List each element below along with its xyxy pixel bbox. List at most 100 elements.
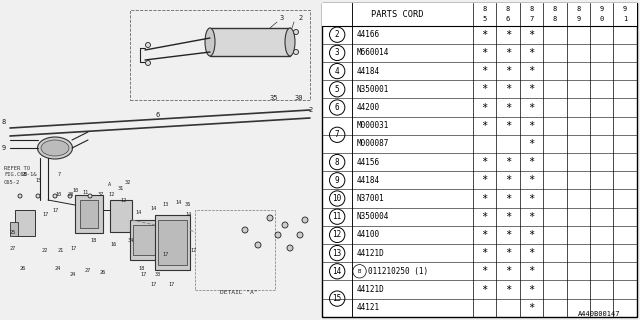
Text: 14: 14 xyxy=(333,267,342,276)
Text: M000087: M000087 xyxy=(356,140,388,148)
Text: *: * xyxy=(481,194,488,204)
Text: 5: 5 xyxy=(483,16,487,22)
Text: 17: 17 xyxy=(150,283,156,287)
Circle shape xyxy=(330,245,345,261)
Circle shape xyxy=(330,27,345,42)
Circle shape xyxy=(330,100,345,115)
Text: *: * xyxy=(529,66,534,76)
Text: 6: 6 xyxy=(335,103,339,112)
Text: 14: 14 xyxy=(135,211,141,215)
Text: 23: 23 xyxy=(68,191,74,196)
Circle shape xyxy=(330,82,345,97)
Text: 0: 0 xyxy=(600,16,604,22)
Text: *: * xyxy=(505,230,511,240)
Text: *: * xyxy=(529,48,534,58)
Text: 3: 3 xyxy=(280,15,284,21)
Text: 13: 13 xyxy=(162,203,168,207)
Circle shape xyxy=(330,127,345,142)
Text: 37: 37 xyxy=(98,193,104,197)
Circle shape xyxy=(287,245,293,251)
Text: 14: 14 xyxy=(175,199,181,204)
Text: 8: 8 xyxy=(553,6,557,12)
Bar xyxy=(210,28,290,56)
Circle shape xyxy=(330,264,345,279)
Text: 6: 6 xyxy=(506,16,510,22)
Text: 32: 32 xyxy=(125,180,131,185)
Text: 31: 31 xyxy=(118,186,124,190)
Text: *: * xyxy=(505,157,511,167)
Text: 9: 9 xyxy=(600,6,604,12)
Text: 44156: 44156 xyxy=(356,158,380,167)
Text: REFER TO: REFER TO xyxy=(4,165,30,171)
Text: *: * xyxy=(505,30,511,40)
Text: 33: 33 xyxy=(155,273,161,277)
Text: 12: 12 xyxy=(108,193,115,197)
Text: *: * xyxy=(505,266,511,276)
Bar xyxy=(155,215,190,270)
Circle shape xyxy=(18,194,22,198)
Text: 8: 8 xyxy=(335,158,339,167)
Text: C65-2: C65-2 xyxy=(4,180,20,185)
Circle shape xyxy=(53,194,57,198)
Text: *: * xyxy=(529,84,534,94)
Text: 2: 2 xyxy=(308,107,312,113)
Text: 7: 7 xyxy=(529,16,534,22)
Bar xyxy=(80,200,98,228)
Text: *: * xyxy=(529,248,534,258)
Text: 2: 2 xyxy=(298,15,302,21)
Text: 8: 8 xyxy=(506,6,510,12)
Circle shape xyxy=(275,232,281,238)
Text: DETAIL "A": DETAIL "A" xyxy=(220,290,257,294)
Text: 8: 8 xyxy=(529,6,534,12)
Text: 11: 11 xyxy=(333,212,342,221)
Bar xyxy=(133,225,157,255)
Text: 22: 22 xyxy=(42,247,48,252)
Text: *: * xyxy=(481,66,488,76)
Text: 26: 26 xyxy=(100,269,106,275)
Text: 17: 17 xyxy=(52,207,58,212)
Bar xyxy=(10,222,18,236)
Circle shape xyxy=(353,265,366,278)
Circle shape xyxy=(255,242,261,248)
Text: *: * xyxy=(481,230,488,240)
Circle shape xyxy=(88,194,92,198)
Text: 27: 27 xyxy=(85,268,92,273)
Text: 25: 25 xyxy=(10,229,16,235)
Text: *: * xyxy=(529,266,534,276)
Text: 8: 8 xyxy=(483,6,487,12)
Text: 10: 10 xyxy=(333,194,342,203)
Text: *: * xyxy=(529,230,534,240)
Bar xyxy=(130,220,160,260)
Text: 9: 9 xyxy=(2,145,6,151)
Text: 26: 26 xyxy=(20,266,26,270)
Text: 10: 10 xyxy=(55,191,61,196)
Circle shape xyxy=(297,232,303,238)
Circle shape xyxy=(330,291,345,306)
Bar xyxy=(195,210,275,290)
Text: 20: 20 xyxy=(22,172,28,178)
Bar xyxy=(158,220,187,265)
Text: *: * xyxy=(529,121,534,131)
Circle shape xyxy=(36,194,40,198)
Text: *: * xyxy=(481,48,488,58)
Text: *: * xyxy=(481,84,488,94)
Circle shape xyxy=(330,155,345,170)
Circle shape xyxy=(330,173,345,188)
Text: 15: 15 xyxy=(35,178,41,182)
Text: 15: 15 xyxy=(333,294,342,303)
Text: *: * xyxy=(481,102,488,113)
Text: 30: 30 xyxy=(295,95,303,101)
Text: 7: 7 xyxy=(58,172,61,178)
Text: *: * xyxy=(481,266,488,276)
Text: 35: 35 xyxy=(270,95,278,101)
Text: 17: 17 xyxy=(162,252,168,258)
Circle shape xyxy=(267,215,273,221)
Text: 1: 1 xyxy=(623,16,627,22)
Text: *: * xyxy=(505,194,511,204)
Text: 3: 3 xyxy=(335,48,339,57)
Text: *: * xyxy=(505,284,511,294)
Circle shape xyxy=(68,194,72,198)
Text: 16: 16 xyxy=(110,243,116,247)
Text: 44121D: 44121D xyxy=(356,249,384,258)
Text: *: * xyxy=(481,30,488,40)
